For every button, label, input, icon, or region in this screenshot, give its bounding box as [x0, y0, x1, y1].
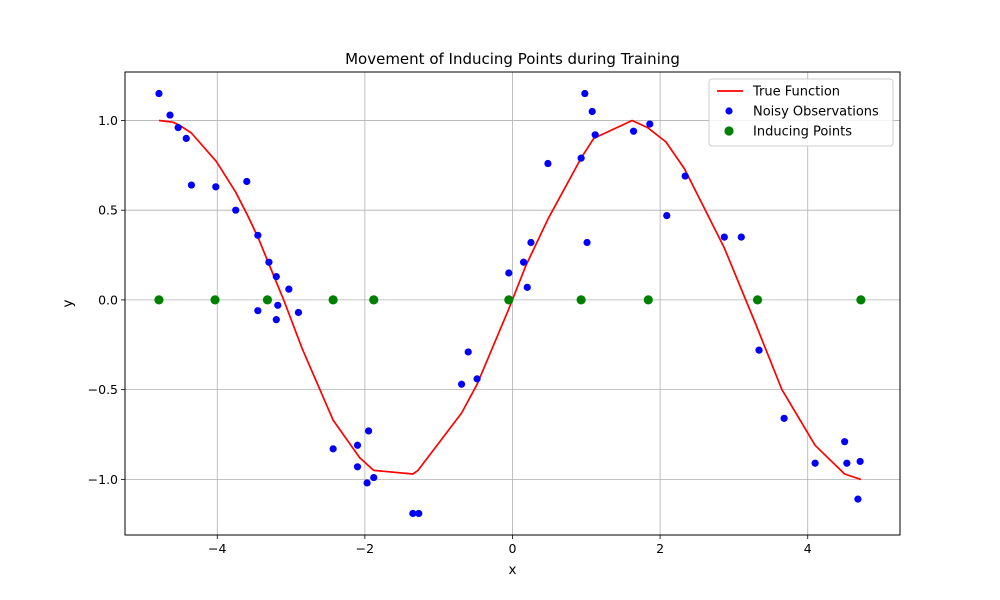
y-tick-label: 1.0 [98, 113, 118, 128]
legend-label-noisy-observations: Noisy Observations [753, 105, 879, 120]
y-tick-label: −0.5 [88, 382, 118, 397]
noisy-observation-point [364, 427, 373, 435]
noisy-observation-point [583, 238, 591, 247]
inducing-point [262, 295, 273, 305]
noisy-observation-point [464, 348, 472, 356]
inducing-point [154, 295, 164, 305]
true-function-line [158, 119, 862, 481]
noisy-observation-point [212, 183, 220, 191]
x-tick-label: −2 [356, 541, 374, 556]
noisy-observation-point [681, 172, 689, 180]
ticks: −4 −2 0 2 4 −1.0 −0.5 0.0 0.5 1.0 [88, 113, 812, 556]
legend-label-true-function: True Function [752, 85, 840, 100]
legend-label-inducing-points: Inducing Points [753, 125, 852, 140]
inducing-point [643, 295, 653, 305]
noisy-observation-point [581, 89, 589, 98]
inducing-point [576, 295, 586, 305]
noisy-observation-point [370, 473, 378, 482]
legend-swatch-noisy-observations [725, 107, 733, 115]
noisy-observation-point [409, 509, 417, 518]
noisy-observation-point [843, 459, 851, 467]
noisy-observation-point [856, 457, 864, 466]
noisy-observation-point [243, 177, 251, 186]
legend: True Function Noisy Observations Inducin… [708, 78, 894, 147]
noisy-observation-point [187, 181, 196, 189]
noisy-observation-point [353, 463, 362, 471]
legend-box [708, 78, 894, 147]
noisy-observation-point [629, 127, 638, 135]
noisy-observation-point [544, 159, 552, 168]
noisy-observation-point [780, 414, 788, 422]
inducing-point [856, 295, 866, 305]
x-axis-label: x [509, 562, 517, 578]
x-tick-label: −4 [208, 541, 226, 556]
noisy-observation-point [254, 231, 262, 239]
noisy-observation-point [854, 495, 862, 503]
noisy-observation-point [588, 107, 596, 116]
y-tick-label: 0.5 [98, 203, 118, 218]
x-tick-label: 4 [804, 541, 812, 556]
noisy-observation-point [646, 120, 654, 128]
noisy-observation-point [755, 346, 763, 354]
noisy-observation-point [591, 131, 599, 139]
inducing-point [752, 295, 763, 305]
noisy-observation-point [166, 111, 174, 119]
noisy-observation-point [232, 206, 240, 214]
noisy-observation-point [720, 233, 728, 241]
noisy-observation-point [473, 375, 481, 383]
noisy-observation-point [577, 154, 585, 162]
noisy-observation-point [415, 509, 423, 518]
noisy-observation-point [505, 269, 513, 277]
x-tick-label: 2 [656, 541, 664, 556]
noisy-observation-point [285, 285, 293, 293]
x-tick-label: 0 [509, 541, 517, 556]
noisy-observation-point [527, 238, 535, 247]
inducing-point [328, 295, 338, 305]
noisy-observation-point [519, 258, 528, 266]
noisy-observation-point [182, 134, 190, 142]
noisy-observation-point [329, 445, 337, 453]
inducing-point [369, 295, 379, 305]
noisy-observation-point [841, 438, 849, 446]
noisy-observation-point [663, 211, 671, 220]
noisy-observation-point [272, 272, 280, 281]
y-tick-label: −1.0 [88, 472, 118, 487]
noisy-observation-point [174, 124, 182, 132]
noisy-observation-point [811, 459, 819, 467]
noisy-observation-point [254, 307, 262, 315]
noisy-observation-point [353, 441, 362, 449]
y-axis-label: y [60, 300, 76, 308]
noisy-observation-point [457, 380, 466, 388]
inducing-point [210, 295, 220, 305]
noisy-observation-point [272, 316, 280, 324]
noisy-observation-point [363, 479, 371, 487]
noisy-observation-point [155, 89, 163, 98]
inducing-point [504, 295, 514, 305]
y-tick-label: 0.0 [98, 292, 118, 307]
noisy-observation-point [265, 258, 273, 266]
chart-title: Movement of Inducing Points during Train… [345, 50, 680, 68]
series-layer [154, 89, 866, 518]
noisy-observation-point [274, 301, 282, 309]
noisy-observation-point [294, 308, 303, 317]
legend-swatch-inducing-points [724, 126, 734, 136]
noisy-observation-point [737, 233, 745, 241]
noisy-observation-point [523, 283, 531, 291]
